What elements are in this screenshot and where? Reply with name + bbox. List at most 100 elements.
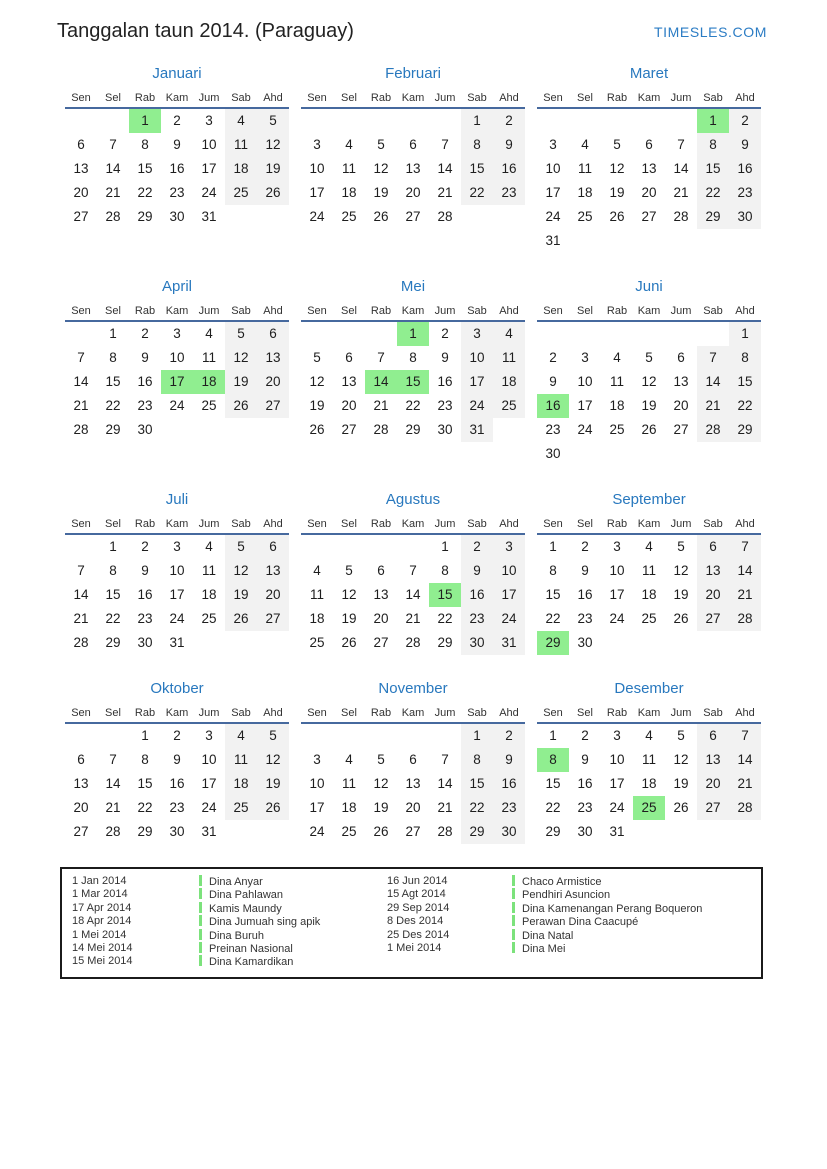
week-row: 19 20 21 22 23 24 25 (301, 394, 525, 418)
day-cell: 21 (729, 772, 761, 796)
day-header: Sen (543, 518, 563, 530)
day-cell: 11 (201, 350, 216, 365)
day-cell: 26 (673, 611, 689, 626)
day-cell: 3 (613, 728, 621, 743)
day-header: Kam (637, 518, 661, 530)
holiday-legend-group-1: 1 Jan 2014 Dina Anyar 1 Mar 2014 Dina Pahla… (72, 875, 387, 969)
month-title[interactable]: November (378, 680, 448, 697)
holiday-entry: Dina Jumuah sing apik (199, 915, 387, 928)
day-cell: 9 (141, 563, 149, 578)
day-header: Sab (703, 92, 723, 104)
month-maret: Maret Sen Sel Rab Kam Jum Sab Ahd 1 2 3 4 5 6 7 8 9 10 11 1… (537, 65, 761, 253)
day-header: Jum (198, 92, 220, 104)
month-title[interactable]: Mei (400, 278, 426, 295)
header-rule (65, 533, 289, 535)
day-cell: 1 (109, 326, 117, 341)
day-header: Kam (165, 92, 189, 104)
day-cell-empty (729, 820, 761, 844)
day-cell-empty (461, 205, 493, 229)
day-cell: 6 (645, 137, 653, 152)
day-header-row: Sen Sel Rab Kam Jum Sab Ahd (301, 90, 525, 106)
week-row: 26 27 28 29 30 31 (301, 418, 525, 442)
day-cell-empty (729, 442, 761, 466)
day-cell: 10 (493, 559, 525, 583)
day-cell-empty (601, 322, 633, 346)
site-link[interactable]: TIMESLES.COM (654, 24, 767, 40)
day-header-row: Sen Sel Rab Kam Jum Sab Ahd (301, 705, 525, 721)
day-header: Sab (231, 305, 251, 317)
day-cell: 27 (697, 607, 729, 631)
day-header: Sab (467, 92, 487, 104)
day-cell: 30 (577, 824, 593, 839)
month-title[interactable]: Oktober (150, 680, 204, 697)
day-header: Sel (577, 518, 593, 530)
holiday-marker-icon (512, 928, 515, 940)
day-cell: 11 (309, 587, 324, 602)
day-cell: 25 (225, 796, 257, 820)
day-cell: 10 (169, 350, 185, 365)
day-cell: 5 (377, 137, 385, 152)
month-title[interactable]: Juli (165, 491, 189, 508)
header-rule (65, 320, 289, 322)
day-header: Sen (307, 305, 327, 317)
day-cell: 26 (309, 422, 325, 437)
day-cell: 3 (493, 535, 525, 559)
month-title[interactable]: Februari (385, 65, 441, 82)
day-cell: 22 (405, 398, 421, 413)
holiday-name: Kamis Maundy (209, 902, 282, 915)
day-header: Sel (577, 92, 593, 104)
week-row: 21 22 23 24 25 26 27 (65, 607, 289, 631)
month-title[interactable]: April (161, 278, 192, 295)
day-cell: 12 (225, 559, 257, 583)
day-cell-empty (301, 535, 333, 559)
day-cell: 6 (77, 752, 85, 767)
day-cell: 8 (441, 563, 449, 578)
month-title[interactable]: Desember (614, 680, 684, 697)
month-title[interactable]: Januari (152, 65, 202, 82)
day-header: Rab (370, 92, 392, 104)
day-cell: 24 (609, 611, 625, 626)
day-cell: 18 (609, 398, 625, 413)
day-cell: 29 (105, 422, 121, 437)
day-cell: 7 (77, 563, 85, 578)
day-cell: 4 (205, 539, 213, 554)
header-rule (537, 320, 761, 322)
month-title[interactable]: Juni (635, 278, 663, 295)
day-cell-empty (301, 322, 333, 346)
day-header: Sen (543, 305, 563, 317)
day-cell: 7 (109, 137, 117, 152)
day-cell: 12 (225, 346, 257, 370)
day-cell: 25 (201, 611, 217, 626)
day-cell: 28 (105, 824, 121, 839)
day-cell: 7 (441, 137, 449, 152)
day-cell-empty (429, 109, 461, 133)
month-title[interactable]: Maret (629, 65, 669, 82)
day-cell: 7 (377, 350, 385, 365)
day-cell: 10 (609, 563, 625, 578)
day-cell: 18 (193, 370, 225, 394)
week-row: 21 22 23 24 25 26 27 (65, 394, 289, 418)
day-header: Jum (198, 518, 220, 530)
day-cell: 8 (141, 752, 149, 767)
month-title[interactable]: Agustus (385, 491, 441, 508)
month-title[interactable]: September (612, 491, 686, 508)
day-cell: 9 (461, 559, 493, 583)
day-cell: 23 (169, 185, 185, 200)
day-cell-empty (257, 205, 289, 229)
day-cell: 2 (441, 326, 449, 341)
header-rule (301, 533, 525, 535)
day-cell: 19 (341, 611, 357, 626)
day-cell: 16 (577, 776, 593, 791)
day-cell: 10 (609, 752, 625, 767)
day-cell: 13 (257, 346, 289, 370)
day-cell: 2 (461, 535, 493, 559)
day-cell: 1 (461, 724, 493, 748)
day-cell: 25 (641, 611, 657, 626)
day-cell: 30 (545, 446, 561, 461)
day-header: Rab (134, 707, 156, 719)
day-cell: 4 (205, 326, 213, 341)
day-cell: 19 (225, 370, 257, 394)
week-row: 30 (537, 442, 761, 466)
day-header: Sel (341, 707, 357, 719)
